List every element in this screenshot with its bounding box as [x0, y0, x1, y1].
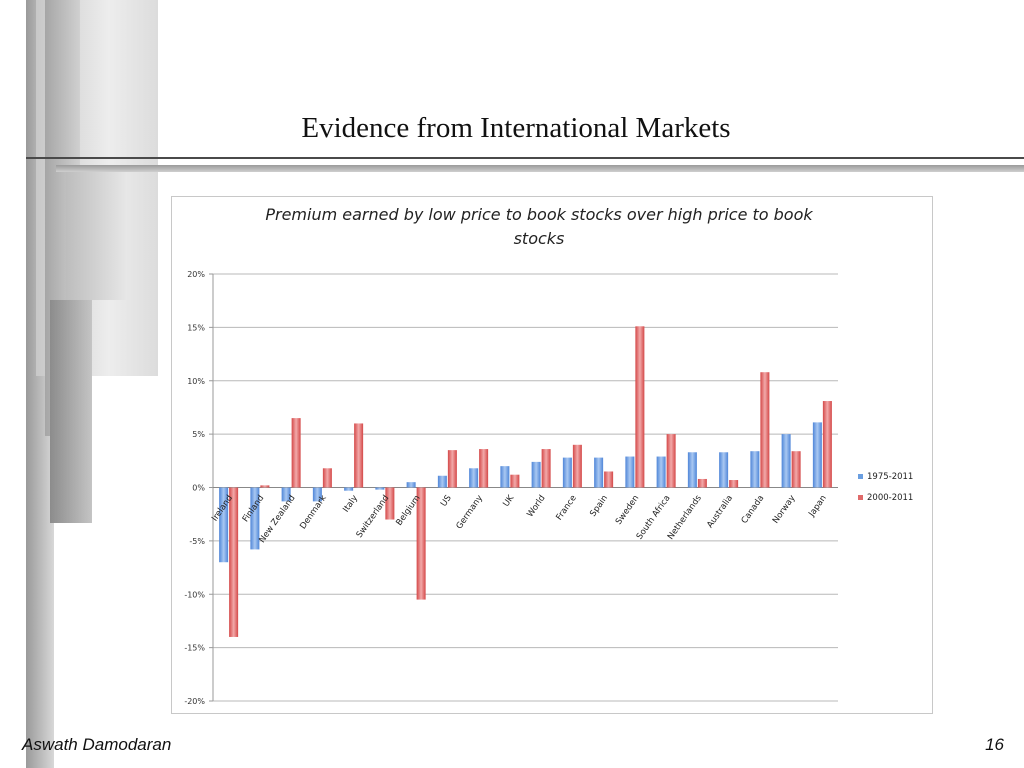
decorative-bar: [66, 170, 126, 300]
bar-series-2-switzerland: [385, 487, 395, 520]
slide-title: Evidence from International Markets: [301, 112, 731, 144]
bar-series-1-world: [531, 461, 541, 488]
y-tick-label: 20%: [187, 270, 205, 279]
bar-series-2-uk: [510, 474, 520, 488]
bar-series-2-sweden: [635, 326, 645, 488]
y-tick-label: 15%: [187, 323, 205, 332]
bar-series-2-netherlands: [697, 478, 707, 488]
bar-series-2-south-africa: [666, 434, 676, 488]
bar-series-1-belgium: [406, 482, 416, 488]
bar-series-2-belgium: [416, 487, 426, 600]
x-tick-label: World: [525, 493, 547, 519]
y-tick-label: -10%: [184, 590, 205, 599]
bar-series-1-spain: [594, 457, 604, 488]
bar-series-2-japan: [822, 401, 832, 488]
x-tick-label: Italy: [341, 493, 360, 514]
bar-series-2-us: [447, 450, 457, 488]
bar-series-1-uk: [500, 466, 510, 488]
legend-swatch: [858, 474, 863, 479]
y-tick-label: -20%: [184, 697, 205, 706]
x-tick-label: Germany: [454, 493, 485, 531]
y-tick-label: -15%: [184, 644, 205, 653]
bar-series-1-canada: [750, 451, 760, 488]
bar-series-1-norway: [781, 434, 791, 488]
legend-label: 2000-2011: [867, 493, 913, 503]
legend-label: 1975-2011: [867, 472, 913, 482]
bar-series-1-finland: [250, 487, 260, 550]
chart-frame: Premium earned by low price to book stoc…: [171, 196, 933, 714]
title-divider-bar: [56, 165, 1024, 172]
bar-series-2-france: [572, 444, 582, 488]
x-tick-label: France: [554, 493, 578, 522]
y-tick-label: 0%: [192, 484, 205, 493]
title-divider: [26, 157, 1024, 159]
bar-series-2-finland: [260, 485, 270, 488]
bar-series-1-germany: [469, 468, 479, 488]
x-tick-label: Canada: [740, 493, 767, 525]
bar-series-1-ireland: [219, 487, 229, 563]
bar-series-2-canada: [760, 372, 770, 488]
legend-swatch: [858, 495, 863, 500]
bar-series-1-netherlands: [687, 452, 697, 488]
bar-series-1-switzerland: [375, 487, 385, 490]
x-tick-label: Australia: [705, 493, 735, 530]
footer-author: Aswath Damodaran: [22, 735, 172, 754]
bar-series-1-italy: [344, 487, 354, 491]
bar-series-2-world: [541, 449, 551, 488]
y-tick-label: 5%: [192, 430, 205, 439]
bar-series-1-sweden: [625, 456, 635, 488]
x-tick-label: US: [439, 493, 454, 508]
y-tick-label: -5%: [189, 537, 205, 546]
decorative-bar: [50, 300, 92, 523]
bar-series-1-new-zealand: [281, 487, 291, 502]
page-number: 16: [985, 735, 1004, 754]
bar-series-2-spain: [604, 471, 614, 488]
x-tick-label: Japan: [806, 493, 828, 519]
bar-series-1-australia: [719, 452, 729, 488]
x-tick-label: UK: [501, 493, 516, 509]
x-tick-label: Sweden: [614, 493, 641, 526]
bar-series-1-japan: [812, 422, 822, 488]
chart-title-line-2: stocks: [514, 229, 565, 248]
bar-series-2-ireland: [229, 487, 239, 637]
bar-series-2-norway: [791, 451, 801, 488]
bar-series-1-south-africa: [656, 456, 666, 488]
bar-series-2-italy: [354, 423, 364, 488]
x-tick-label: Norway: [771, 493, 798, 525]
bar-series-2-australia: [729, 480, 739, 488]
bar-series-2-denmark: [322, 468, 332, 488]
bar-series-1-france: [562, 457, 572, 488]
bar-series-2-germany: [479, 449, 489, 488]
bar-series-1-us: [437, 475, 447, 488]
bar-series-1-denmark: [312, 487, 322, 502]
x-tick-label: Spain: [588, 493, 610, 518]
bar-series-2-new-zealand: [291, 418, 301, 488]
bar-chart: Premium earned by low price to book stoc…: [184, 205, 913, 706]
chart-title-line-1: Premium earned by low price to book stoc…: [265, 205, 813, 224]
y-tick-label: 10%: [187, 377, 205, 386]
